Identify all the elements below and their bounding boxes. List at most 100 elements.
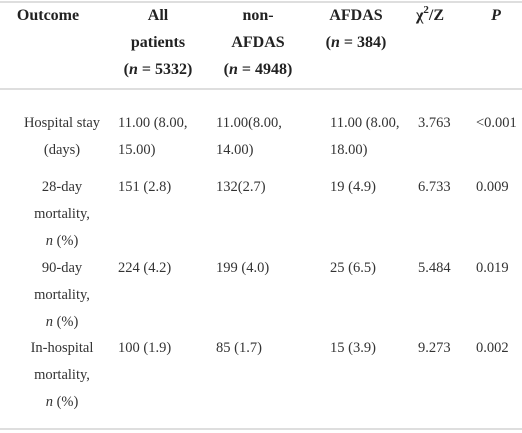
outcome-cell: Hospital stay <box>24 115 101 131</box>
outcome-cell: mortality, <box>34 367 90 383</box>
value-cell: 0.009 <box>476 179 509 195</box>
italic-run: n <box>331 34 340 51</box>
value-cell: 151 (2.8) <box>118 179 171 195</box>
text-run: 28-day <box>42 179 83 195</box>
text-run: (%) <box>53 394 79 410</box>
value-cell: 5.484 <box>418 260 451 276</box>
value-cell: 15 (3.9) <box>330 340 376 356</box>
text-run: mortality, <box>34 206 90 222</box>
value-cell: 100 (1.9) <box>118 340 171 356</box>
text-run: 0.009 <box>476 179 509 195</box>
header-cell: P <box>490 7 501 24</box>
value-cell: 224 (4.2) <box>118 260 171 276</box>
text-run: 11.00 (8.00, <box>330 115 400 131</box>
outcome-cell: In-hospital <box>31 340 94 356</box>
superscript: 2 <box>423 4 429 16</box>
outcome-cell: n (%) <box>46 394 79 410</box>
text-run: ( <box>326 34 331 51</box>
outcome-cell: mortality, <box>34 287 90 303</box>
text-run: = 384) <box>340 34 386 51</box>
value-cell: 18.00) <box>330 142 368 158</box>
value-cell: 11.00(8.00, <box>216 115 282 131</box>
text-run: Outcome <box>17 7 79 24</box>
header-cell: (n = 384) <box>326 34 387 51</box>
text-run: 19 (4.9) <box>330 179 376 195</box>
outcome-cell: n (%) <box>46 233 79 249</box>
value-cell: 9.273 <box>418 340 451 356</box>
text-run: 15.00) <box>118 142 156 158</box>
outcome-cell: (days) <box>44 142 80 158</box>
header-cell: (n = 5332) <box>124 61 193 78</box>
text-run: 15 (3.9) <box>330 340 376 356</box>
value-cell: <0.001 <box>476 115 517 131</box>
value-cell: 19 (4.9) <box>330 179 376 195</box>
header-cell: AFDAS <box>231 34 284 51</box>
text-run: 224 (4.2) <box>118 260 171 276</box>
text-run: mortality, <box>34 367 90 383</box>
text-run: ( <box>224 61 229 78</box>
text-run: patients <box>131 34 185 51</box>
text-run: AFDAS <box>231 34 284 51</box>
text-run: 3.763 <box>418 115 451 131</box>
value-cell: 199 (4.0) <box>216 260 269 276</box>
outcome-cell: n (%) <box>46 314 79 330</box>
italic-run: n <box>46 394 53 410</box>
outcome-cell: 28-day <box>42 179 83 195</box>
text-run: AFDAS <box>329 7 382 24</box>
header-cell: Outcome <box>17 7 79 24</box>
header-cell: All <box>148 7 169 24</box>
text-run: 132(2.7) <box>216 179 266 195</box>
text-run: mortality, <box>34 287 90 303</box>
text-run: 11.00 (8.00, <box>118 115 188 131</box>
value-cell: 6.733 <box>418 179 451 195</box>
header-cell: χ2/Z <box>415 4 444 24</box>
text-run: non- <box>242 7 273 24</box>
italic-run: n <box>229 61 238 78</box>
italic-run: n <box>129 61 138 78</box>
italic-run: n <box>46 314 53 330</box>
text-run: 151 (2.8) <box>118 179 171 195</box>
text-run: 11.00(8.00, <box>216 115 282 131</box>
outcome-cell: 90-day <box>42 260 83 276</box>
text-run: 85 (1.7) <box>216 340 262 356</box>
text-run: 18.00) <box>330 142 368 158</box>
header-cell: patients <box>131 34 185 51</box>
value-cell: 11.00 (8.00, <box>330 115 400 131</box>
text-run: (%) <box>53 314 79 330</box>
text-run: 0.002 <box>476 340 509 356</box>
value-cell: 0.019 <box>476 260 509 276</box>
text-run: 6.733 <box>418 179 451 195</box>
text-run: Hospital stay <box>24 115 101 131</box>
text-run: χ <box>415 7 424 24</box>
text-run: 14.00) <box>216 142 254 158</box>
text-run: (days) <box>44 142 80 158</box>
header-cell: AFDAS <box>329 7 382 24</box>
value-cell: 14.00) <box>216 142 254 158</box>
header-cell: non- <box>242 7 273 24</box>
text-run: = 5332) <box>138 61 192 78</box>
value-cell: 85 (1.7) <box>216 340 262 356</box>
value-cell: 25 (6.5) <box>330 260 376 276</box>
header-cell: (n = 4948) <box>224 61 293 78</box>
text-run: <0.001 <box>476 115 517 131</box>
value-cell: 3.763 <box>418 115 451 131</box>
value-cell: 0.002 <box>476 340 509 356</box>
outcome-cell: mortality, <box>34 206 90 222</box>
italic-run: P <box>490 7 501 24</box>
text-run: = 4948) <box>238 61 292 78</box>
text-run: 9.273 <box>418 340 451 356</box>
text-run: 90-day <box>42 260 83 276</box>
text-run: 0.019 <box>476 260 509 276</box>
value-cell: 132(2.7) <box>216 179 266 195</box>
value-cell: 11.00 (8.00, <box>118 115 188 131</box>
text-run: (%) <box>53 233 79 249</box>
text-run: All <box>148 7 169 24</box>
text-run: 100 (1.9) <box>118 340 171 356</box>
text-run: /Z <box>428 7 444 24</box>
text-run: 199 (4.0) <box>216 260 269 276</box>
text-run: 5.484 <box>418 260 451 276</box>
text-run: ( <box>124 61 129 78</box>
text-run: In-hospital <box>31 340 94 356</box>
text-run: 25 (6.5) <box>330 260 376 276</box>
italic-run: n <box>46 233 53 249</box>
